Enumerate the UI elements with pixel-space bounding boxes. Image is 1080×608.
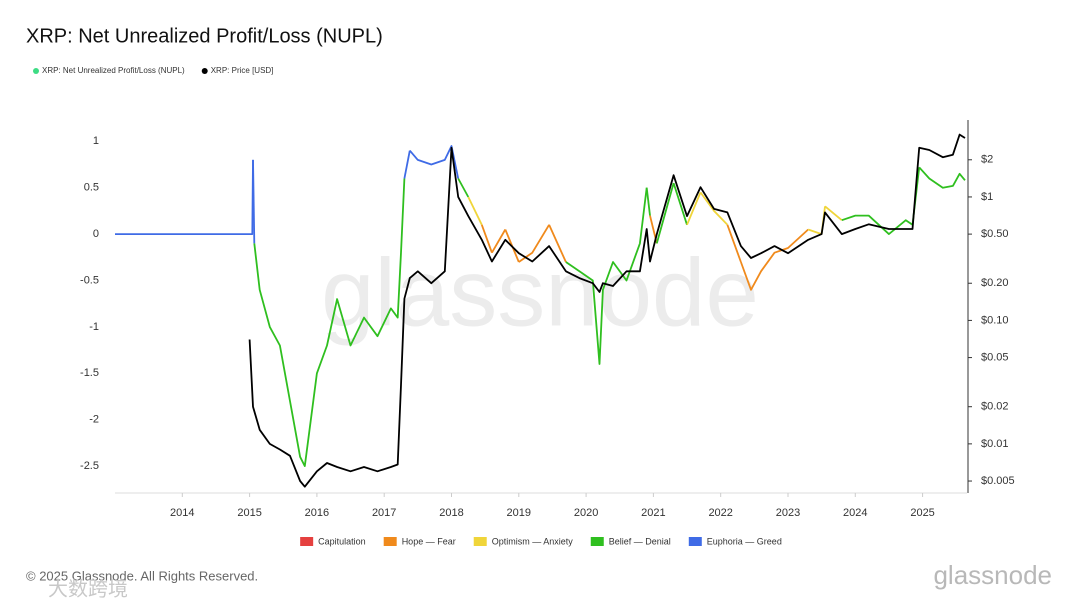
x-tick-label: 2020 [574,507,598,519]
nupl-line [253,178,406,467]
nupl-line [252,159,256,244]
nupl-line [726,224,742,263]
y2-tick-label: $0.10 [981,314,1009,326]
nupl-line [457,178,470,198]
zone-swatch [383,537,397,546]
x-tick-label: 2014 [170,507,194,519]
x-tick-label: 2023 [776,507,800,519]
background-watermark: glassnode [321,239,759,346]
y2-tick-label: $0.005 [981,475,1015,487]
nupl-line [918,166,966,189]
x-tick-label: 2019 [507,507,531,519]
x-tick-label: 2015 [237,507,261,519]
logo: glassnode [933,560,1052,590]
nupl-line [403,150,411,179]
x-tick-label: 2022 [708,507,732,519]
y-tick-label: -1 [89,321,99,333]
nupl-line [480,224,493,254]
zone-swatch [688,537,702,546]
legend-marker [201,68,208,74]
nupl-line [699,191,729,226]
x-tick-label: 2017 [372,507,396,519]
y2-tick-label: $1 [981,191,993,203]
x-tick-label: 2021 [641,507,665,519]
copyright: © 2025 Glassnode. All Rights Reserved. [26,568,258,583]
chart-title: XRP: Net Unrealized Profit/Loss (NUPL) [26,25,383,47]
zone-label: Belief — Denial [609,536,671,546]
zone-label: Euphoria — Greed [707,536,782,546]
nupl-line [467,196,483,226]
price-line [248,133,966,488]
legend-label: XRP: Price [USD] [211,66,274,75]
watermark: 大数跨境 [48,577,128,600]
legend-label: XRP: Net Unrealized Profit/Loss (NUPL) [42,66,185,75]
legend-marker [33,68,39,74]
nupl-line [491,229,507,254]
nupl-line [686,192,702,226]
y2-tick-label: $0.05 [981,351,1009,363]
y-tick-label: 1 [93,135,99,147]
zone-swatch [300,537,314,546]
y-tick-label: 0.5 [84,182,99,194]
zone-label: Hope — Fear [402,536,456,546]
y-tick-label: 0 [93,228,99,240]
zone-swatch [590,537,604,546]
nupl-line [518,224,550,263]
y-tick-label: -2.5 [80,460,99,472]
nupl-line [565,187,648,365]
nupl-line [740,228,809,291]
zone-label: Optimism — Anxiety [492,536,574,546]
nupl-line [841,167,921,235]
y-tick-label: -1.5 [80,367,99,379]
nupl-line [655,182,675,244]
y2-tick-label: $0.50 [981,228,1009,240]
y-tick-label: -0.5 [80,274,99,286]
x-tick-label: 2025 [910,507,934,519]
y2-tick-label: $0.02 [981,401,1009,413]
x-tick-label: 2016 [305,507,329,519]
x-tick-label: 2018 [439,507,463,519]
x-tick-label: 2024 [843,507,867,519]
nupl-line [115,159,254,235]
y-tick-label: -2 [89,414,99,426]
y2-tick-label: $2 [981,154,993,166]
nupl-line [824,205,843,221]
zone-label: Capitulation [318,536,366,546]
nupl-line [645,187,651,216]
y2-tick-label: $0.20 [981,277,1009,289]
nupl-line [548,224,567,263]
y2-tick-label: $0.01 [981,438,1009,450]
nupl-line [672,182,688,226]
zone-swatch [473,537,487,546]
